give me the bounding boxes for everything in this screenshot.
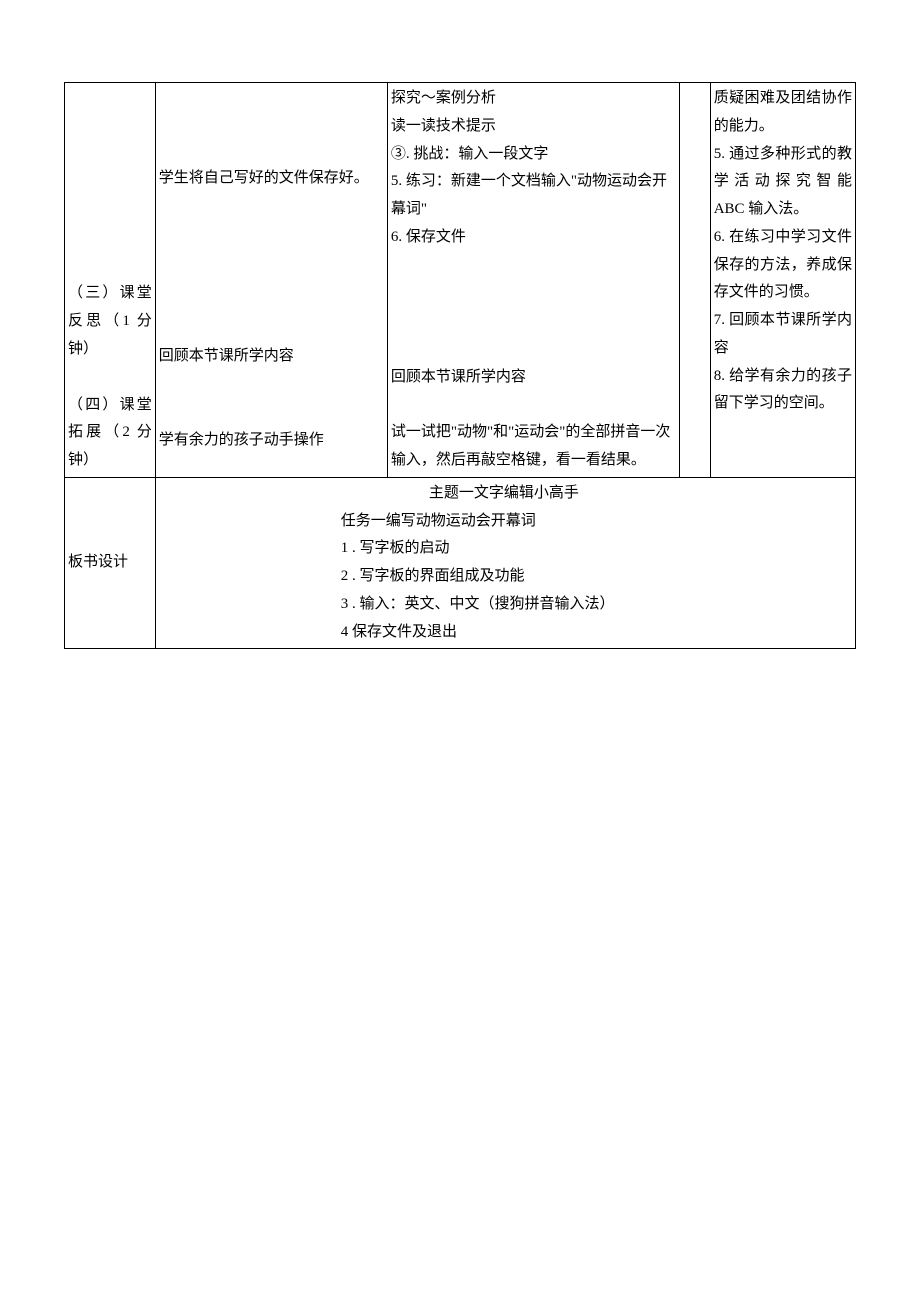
- teacher-line-2: 读一读技术提示: [391, 113, 677, 141]
- goal-p3: 6. 在练习中学习文件保存的方法，养成保存文件的习惯。: [714, 224, 852, 307]
- blackboard-line-1: 任务一编写动物运动会开幕词: [156, 508, 852, 536]
- teacher-line-4: 5. 练习：新建一个文档输入"动物运动会开幕词": [391, 168, 677, 224]
- goal-p5: 8. 给学有余力的孩子留下学习的空间。: [714, 363, 852, 419]
- section-4-label: （四）课堂拓展（2 分钟）: [68, 392, 152, 475]
- teacher-activity-cell: 探究～案例分析 读一读技术提示 ③. 挑战：输入一段文字 5. 练习：新建一个文…: [387, 83, 680, 478]
- section-labels-cell: （三）课堂反思（1 分钟） （四）课堂拓展（2 分钟）: [65, 83, 156, 478]
- goal-p1: 质疑困难及团结协作的能力。: [714, 85, 852, 141]
- blackboard-label: 板书设计: [68, 554, 128, 570]
- empty-narrow-cell: [680, 83, 710, 478]
- student-activity-3: 学有余力的孩子动手操作: [159, 427, 384, 455]
- blackboard-title: 主题一文字编辑小高手: [156, 480, 852, 508]
- teacher-line-1: 探究～案例分析: [391, 85, 677, 113]
- goal-p2: 5. 通过多种形式的教学活动探究智能 ABC 输入法。: [714, 141, 852, 224]
- blackboard-line-3: 2 . 写字板的界面组成及功能: [156, 563, 852, 591]
- student-activity-2: 回顾本节课所学内容: [159, 343, 384, 371]
- section-3-label: （三）课堂反思（1 分钟）: [68, 280, 152, 363]
- teacher-line-5: 6. 保存文件: [391, 224, 677, 252]
- blackboard-line-4: 3 . 输入：英文、中文（搜狗拼音输入法）: [156, 591, 852, 619]
- table-row: （三）课堂反思（1 分钟） （四）课堂拓展（2 分钟） 学生将自己写好的文件保存…: [65, 83, 856, 478]
- teacher-line-3: ③. 挑战：输入一段文字: [391, 141, 677, 169]
- lesson-plan-table: （三）课堂反思（1 分钟） （四）课堂拓展（2 分钟） 学生将自己写好的文件保存…: [64, 82, 856, 649]
- goal-p4: 7. 回顾本节课所学内容: [714, 307, 852, 363]
- student-activity-cell: 学生将自己写好的文件保存好。 回顾本节课所学内容 学有余力的孩子动手操作: [155, 83, 387, 478]
- blackboard-content-cell: 主题一文字编辑小高手 任务一编写动物运动会开幕词 1 . 写字板的启动 2 . …: [155, 477, 855, 649]
- teacher-line-7: 试一试把"动物"和"运动会"的全部拼音一次输入，然后再敲空格键，看一看结果。: [391, 419, 677, 475]
- student-activity-1: 学生将自己写好的文件保存好。: [159, 165, 384, 193]
- blackboard-line-5: 4 保存文件及退出: [156, 619, 852, 647]
- goals-cell: 质疑困难及团结协作的能力。 5. 通过多种形式的教学活动探究智能 ABC 输入法…: [710, 83, 855, 478]
- blackboard-label-cell: 板书设计: [65, 477, 156, 649]
- table-row: 板书设计 主题一文字编辑小高手 任务一编写动物运动会开幕词 1 . 写字板的启动…: [65, 477, 856, 649]
- teacher-line-6: 回顾本节课所学内容: [391, 364, 677, 392]
- blackboard-line-2: 1 . 写字板的启动: [156, 535, 852, 563]
